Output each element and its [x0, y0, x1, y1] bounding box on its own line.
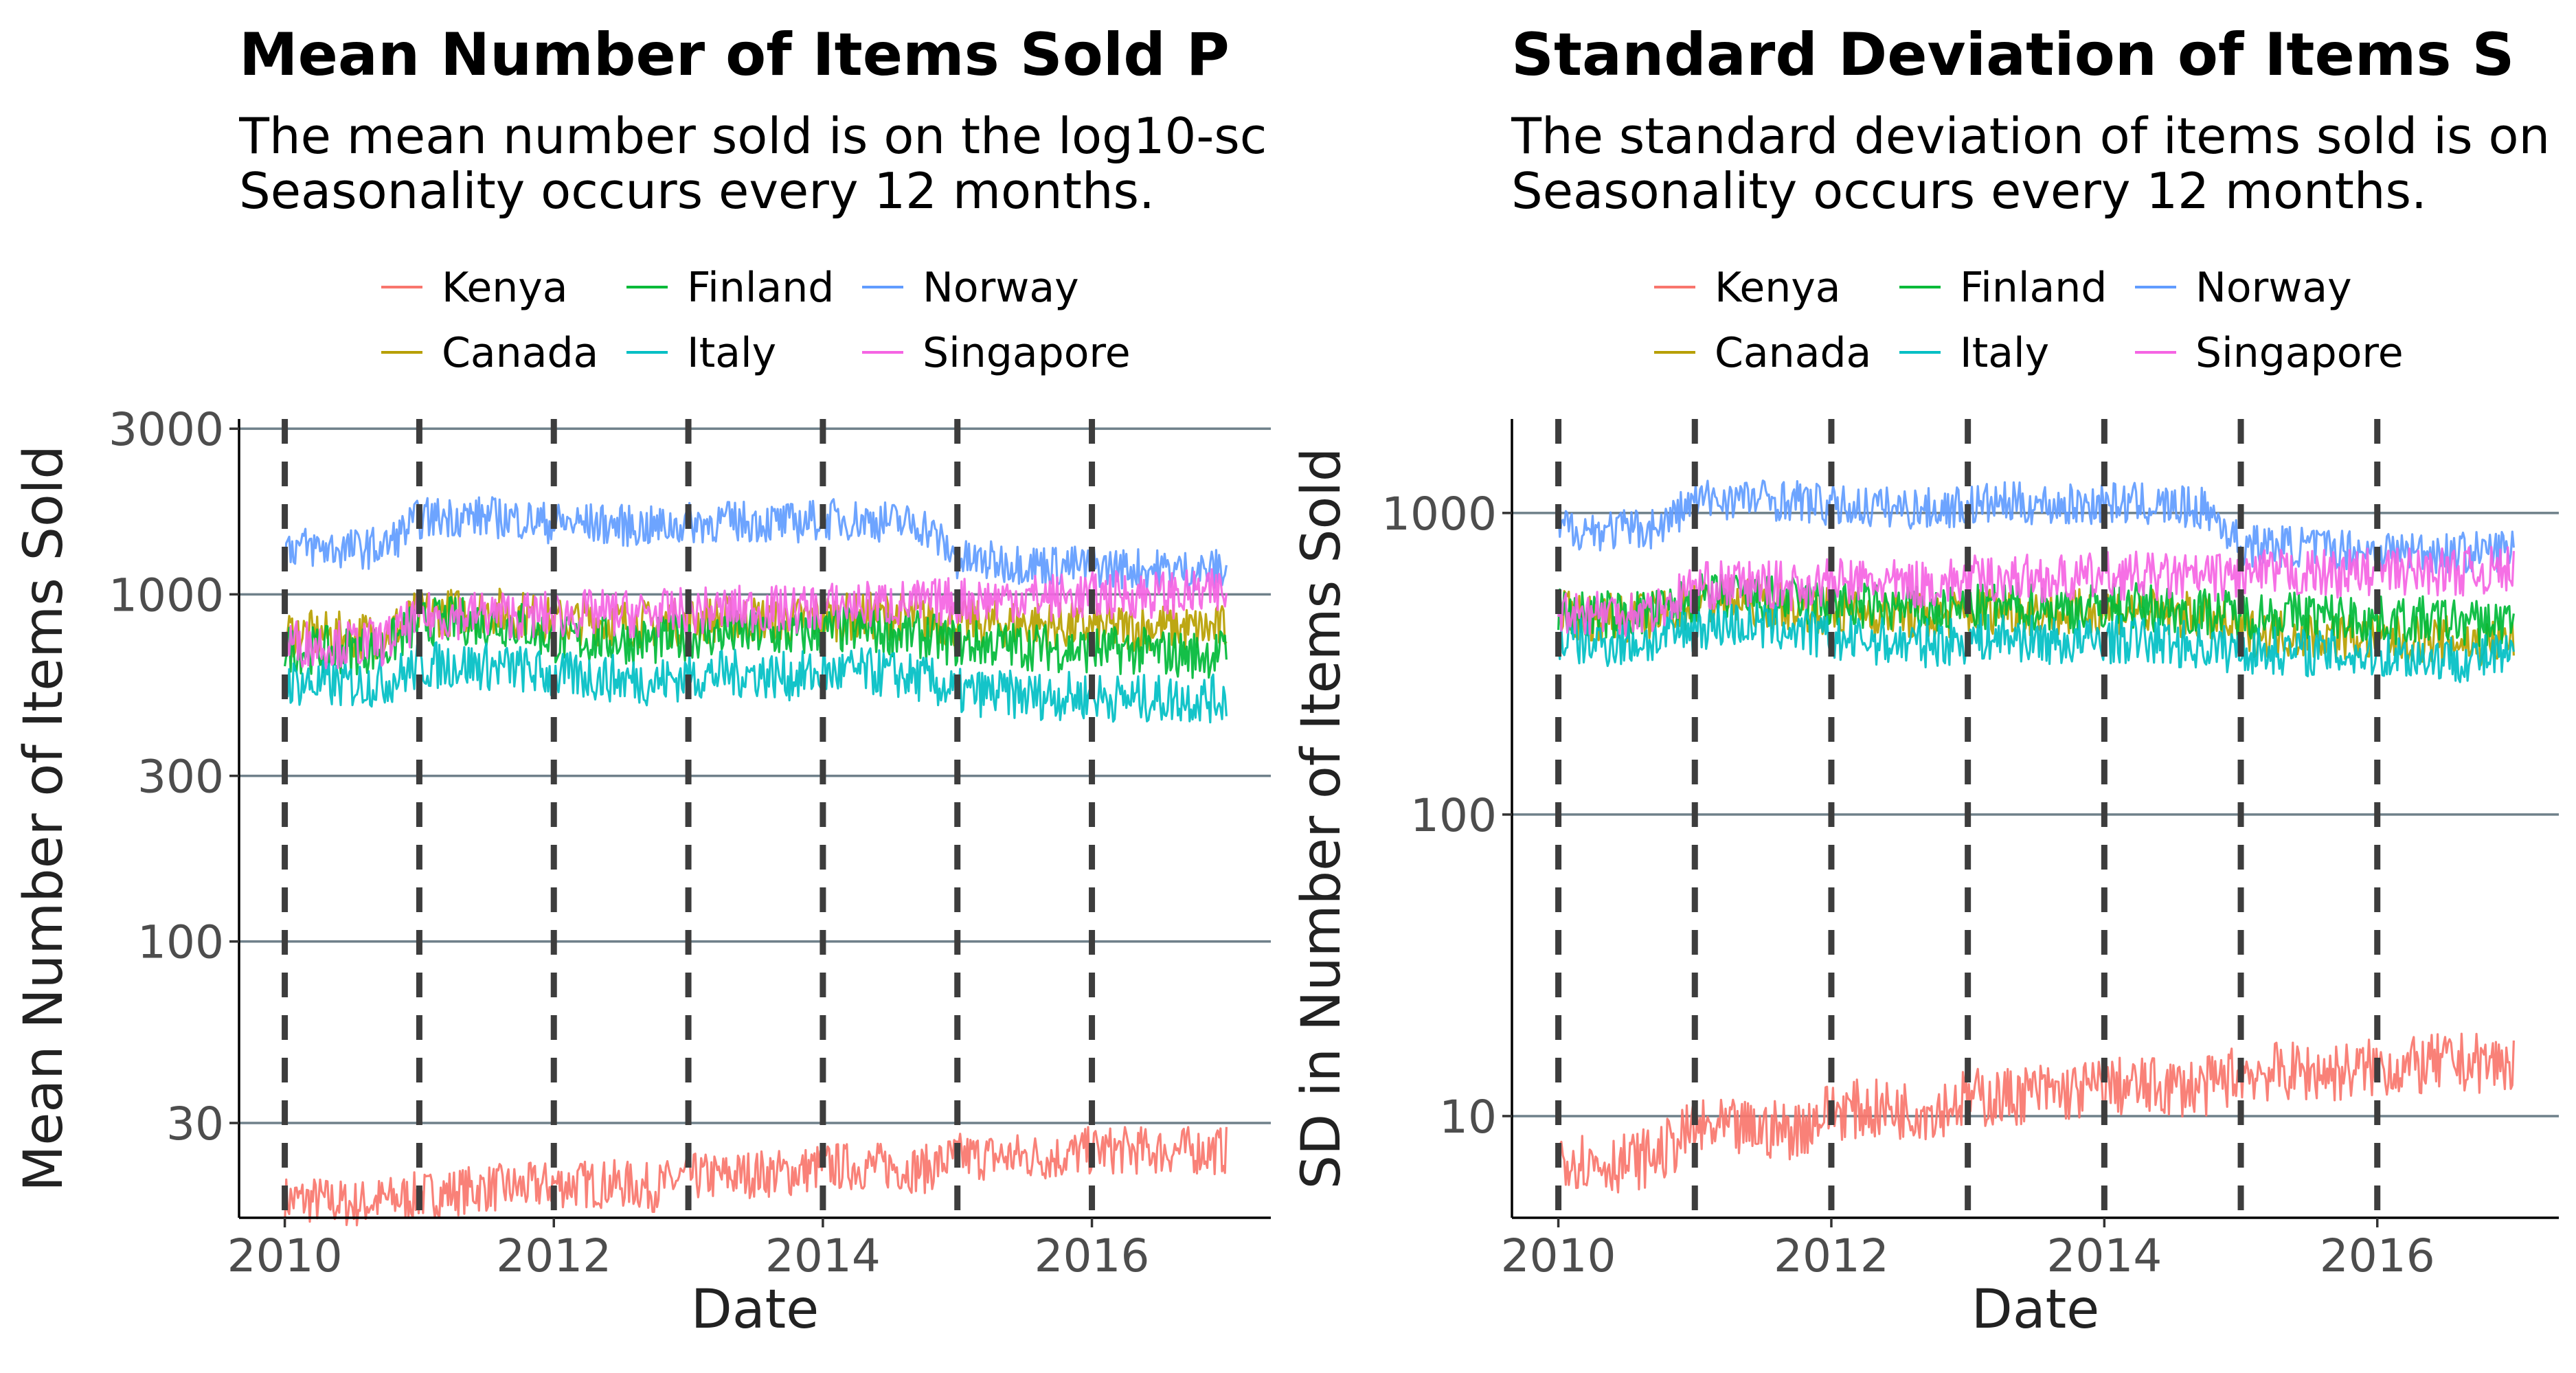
y-axis-title: Mean Number of Items Sold: [13, 445, 75, 1192]
series-line: [1557, 573, 2515, 647]
series-line: [284, 568, 1228, 670]
chart-subtitle: The standard deviation of items sold is …: [1511, 109, 2551, 220]
series-line: [1557, 479, 2515, 574]
legend-label: Italy: [1960, 329, 2049, 377]
chart-title: Mean Number of Items Sold P: [239, 21, 1230, 89]
y-tick-label: 100: [1410, 789, 1497, 842]
series-line: [1557, 1032, 2515, 1194]
legend-label: Canada: [1715, 329, 1871, 377]
legend-label: Kenya: [442, 264, 568, 312]
x-tick-label: 2010: [1501, 1229, 1616, 1282]
y-tick-label: 300: [137, 751, 224, 804]
legend-label: Norway: [923, 264, 1079, 312]
sd-items-sold-chart: Kenya Canada Finland Italy Norway Singapore 10…: [1291, 264, 2559, 1341]
y-tick-label: 10: [1439, 1091, 1497, 1144]
series-line: [1557, 545, 2515, 637]
y-tick-label: 30: [166, 1098, 224, 1150]
x-tick-label: 2016: [2320, 1229, 2435, 1282]
y-tick-label: 1000: [1381, 488, 1497, 541]
legend-label: Italy: [687, 329, 776, 377]
mean-items-sold-chart: Kenya Canada Finland Italy Norway Singapore 30…: [13, 264, 1271, 1341]
x-axis-title: Date: [1971, 1279, 2099, 1341]
y-tick-label: 100: [137, 916, 224, 969]
y-tick-label: 1000: [109, 569, 224, 622]
legend-label: Norway: [2195, 264, 2352, 312]
legend-label: Kenya: [1715, 264, 1841, 312]
chart-title: Standard Deviation of Items S: [1511, 21, 2515, 89]
legend-label: Canada: [442, 329, 598, 377]
y-axis-title: SD in Number of Items Sold: [1291, 448, 1353, 1190]
x-tick-label: 2014: [2046, 1229, 2162, 1282]
x-tick-label: 2010: [227, 1229, 343, 1282]
sd-chart-panel: Standard Deviation of Items S The standa…: [1288, 0, 2576, 1373]
mean-chart-panel: Mean Number of Items Sold P The mean num…: [13, 21, 1271, 1341]
x-tick-label: 2016: [1035, 1229, 1150, 1282]
x-tick-label: 2012: [1774, 1229, 1889, 1282]
legend-label: Singapore: [923, 329, 1131, 377]
series-line: [284, 641, 1228, 724]
x-axis-title: Date: [691, 1279, 819, 1341]
series-line: [284, 496, 1228, 593]
legend-label: Finland: [687, 264, 834, 312]
legend-label: Finland: [1960, 264, 2107, 312]
series-line: [284, 1126, 1228, 1227]
series-line: [284, 587, 1228, 661]
series-line: [1557, 602, 2515, 683]
legend-label: Singapore: [2195, 329, 2404, 377]
x-tick-label: 2014: [765, 1229, 881, 1282]
y-tick-label: 3000: [109, 403, 224, 456]
chart-subtitle: The mean number sold is on the log10-sc …: [239, 109, 1267, 220]
x-tick-label: 2012: [496, 1229, 611, 1282]
